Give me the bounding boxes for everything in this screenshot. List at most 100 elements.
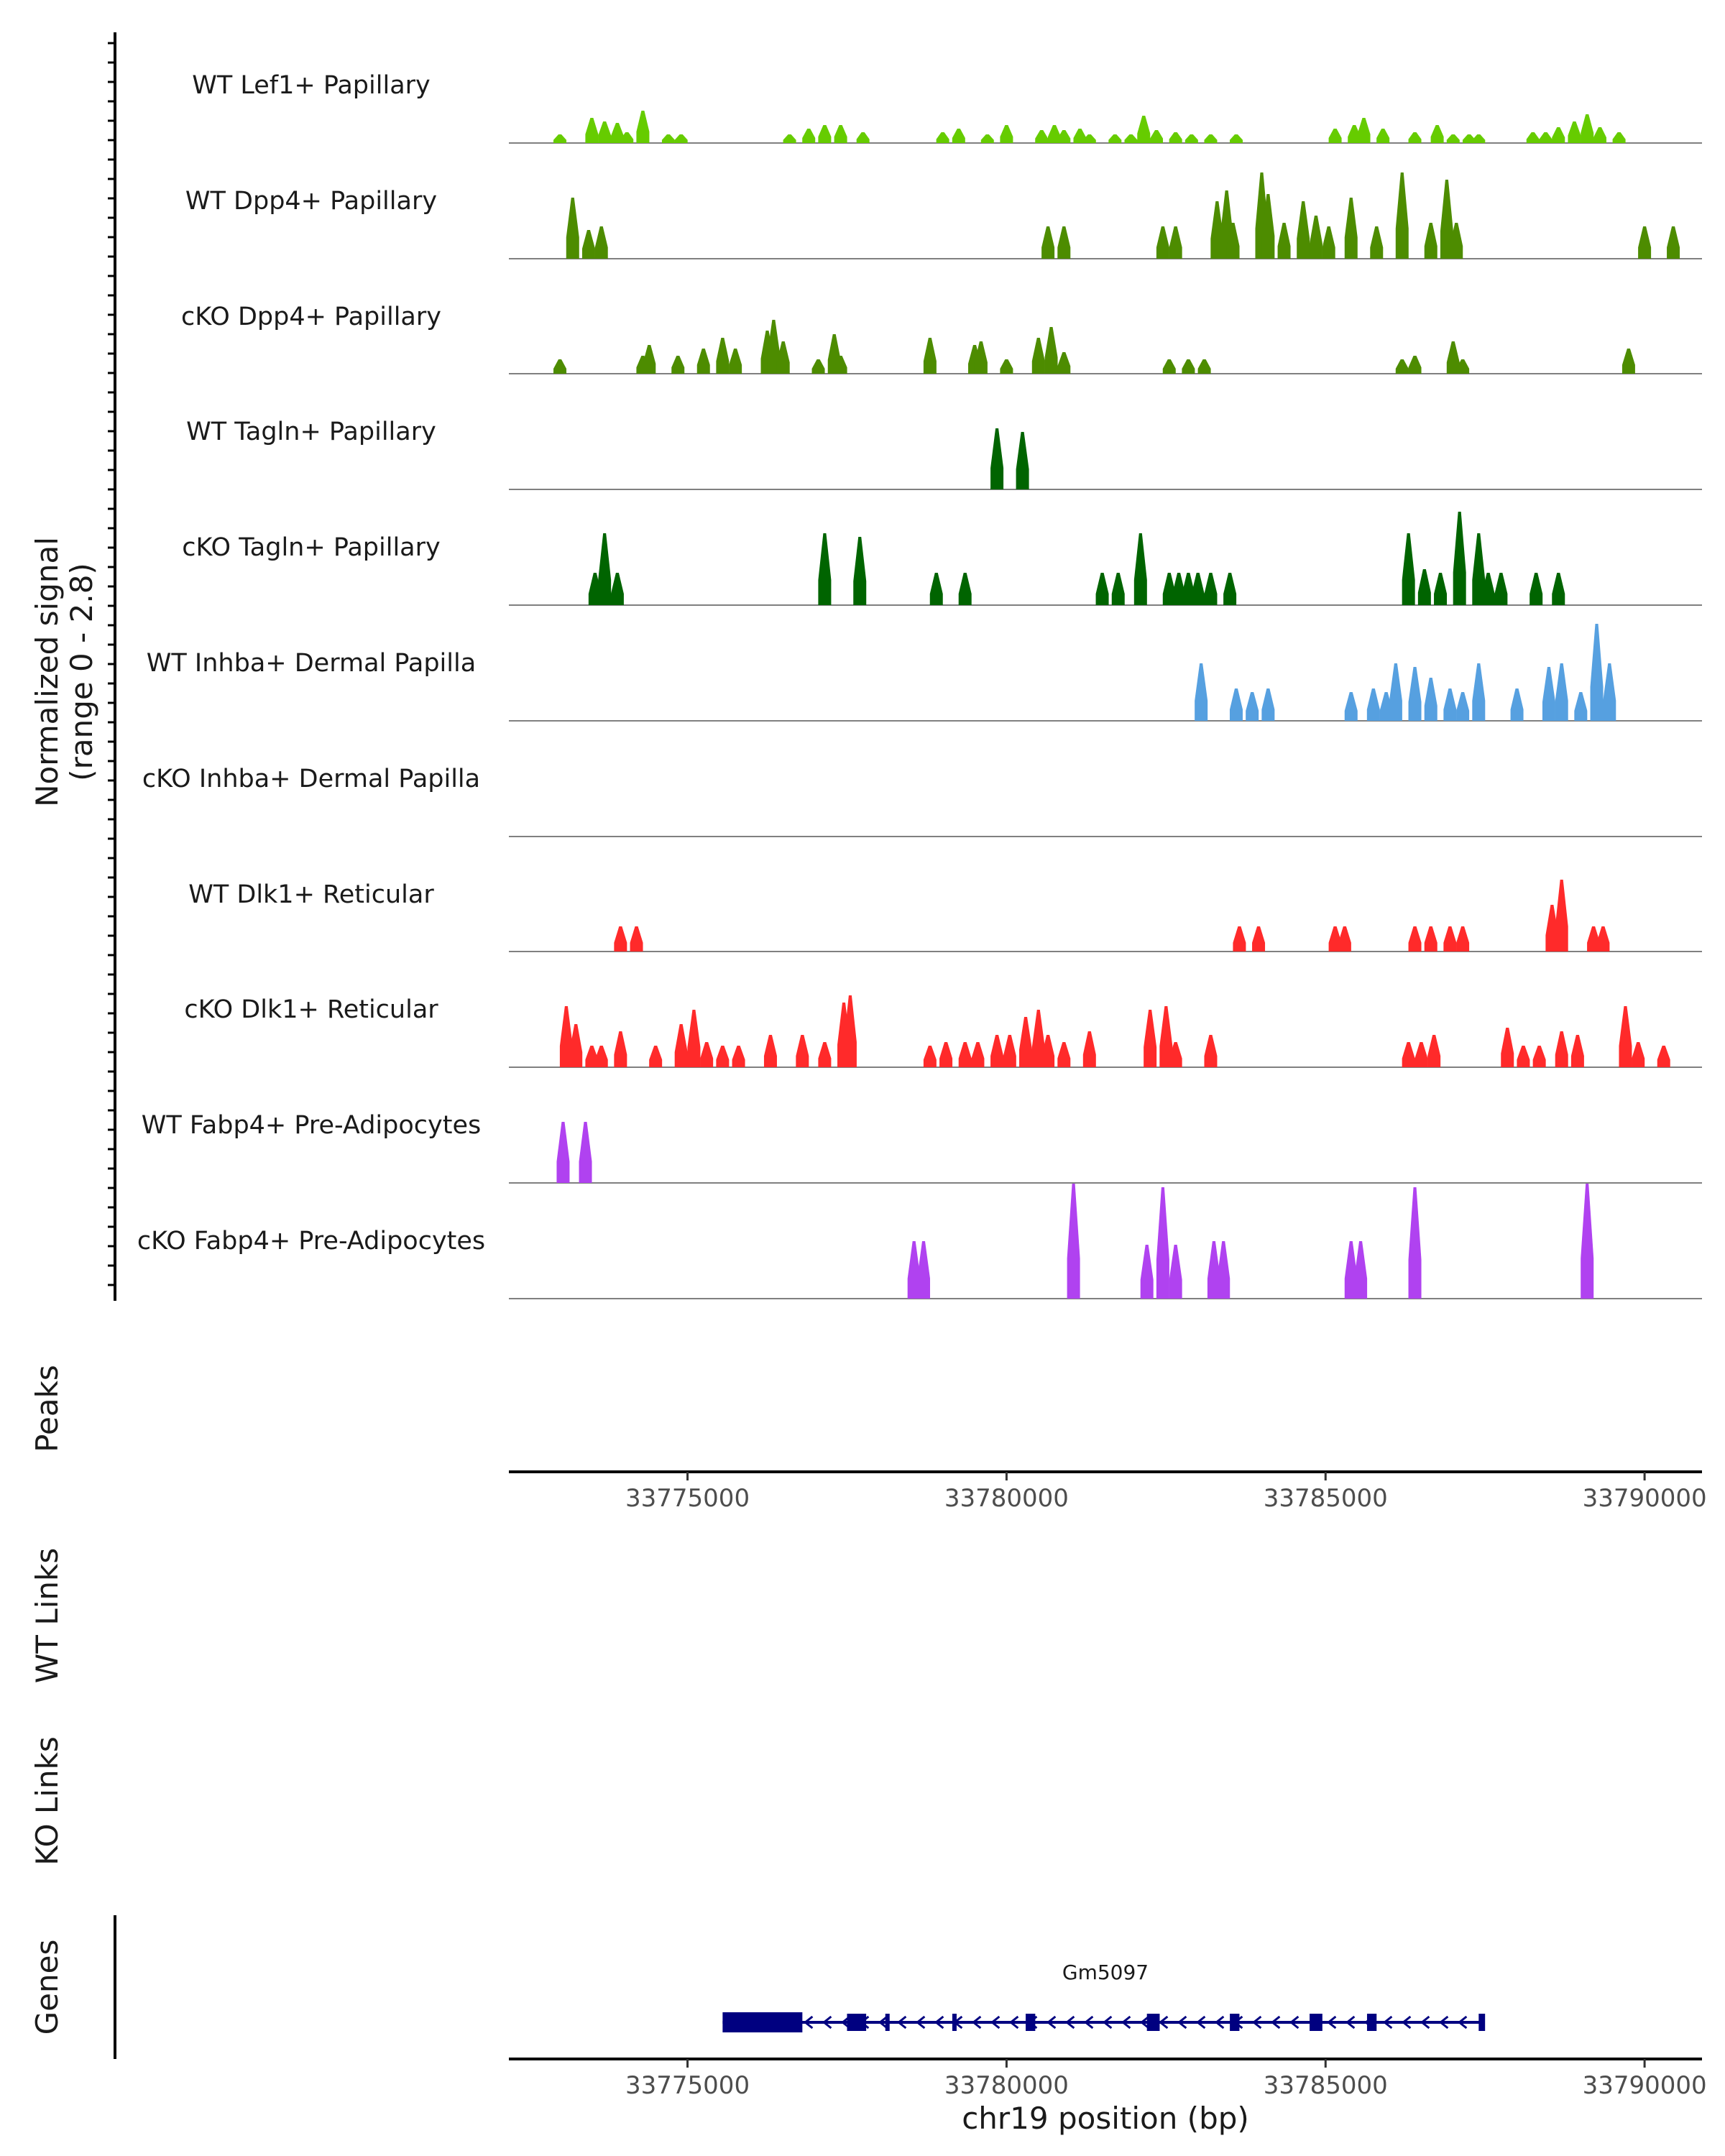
coverage-peak — [1593, 127, 1606, 143]
coverage-peak — [1408, 926, 1422, 952]
coverage-peak — [1344, 692, 1358, 721]
coverage-peak — [1133, 533, 1147, 605]
gene-exon — [1366, 2014, 1377, 2031]
track-cko-fabp4-pre-adipocytes: cKO Fabp4+ Pre-Adipocytes — [137, 1184, 1702, 1299]
coverage-peak — [1044, 327, 1058, 374]
coverage-peak — [1140, 1245, 1154, 1299]
track-label: WT Fabp4+ Pre-Adipocytes — [142, 1111, 481, 1140]
coverage-peak — [1108, 134, 1122, 143]
strand-arrow — [971, 2015, 982, 2030]
track-cko-tagln-papillary: cKO Tagln+ Papillary — [182, 512, 1702, 606]
coverage-peak — [1031, 1010, 1045, 1067]
coverage-peak — [818, 125, 832, 143]
coverage-peak — [1357, 118, 1371, 143]
strand-arrow — [1102, 2015, 1113, 2030]
coverage-peak — [1204, 573, 1218, 605]
gene-exon — [1478, 2014, 1486, 2031]
peaks-x-axis: 33775000 33780000 33785000 33790000 — [509, 1470, 1707, 1513]
coverage-peak — [1472, 663, 1486, 721]
track-label: WT Dlk1+ Reticular — [188, 880, 434, 909]
coverage-peak — [1354, 1241, 1368, 1299]
coverage-peak — [1555, 1031, 1568, 1067]
signal-axis-subtitle: (range 0 - 2.8) — [64, 563, 99, 781]
coverage-peak — [1322, 226, 1335, 259]
coverage-peak — [1366, 688, 1380, 721]
coverage-peak — [834, 125, 847, 143]
coverage-peak — [1376, 129, 1390, 143]
coverage-peak — [802, 129, 816, 143]
coverage-peak — [1603, 663, 1616, 721]
coverage-peak — [1246, 692, 1259, 721]
strand-arrow — [934, 2015, 944, 2030]
peaks-x-ticks: 33775000 33780000 33785000 33790000 — [625, 1472, 1707, 1513]
coverage-peak — [1057, 226, 1071, 259]
x-tick-label: 33790000 — [1583, 1484, 1707, 1513]
coverage-peak — [594, 1046, 608, 1067]
track-label: WT Inhba+ Dermal Papilla — [147, 649, 476, 678]
coverage-peak — [1568, 121, 1581, 143]
strand-arrow — [1438, 2015, 1449, 2030]
x-tick-label: 33775000 — [625, 2071, 750, 2100]
coverage-peak — [1184, 134, 1198, 143]
coverage-peak — [1169, 1042, 1182, 1067]
coverage-peak — [1542, 667, 1555, 721]
coverage-peak — [853, 537, 867, 605]
strand-arrow — [1251, 2015, 1262, 2030]
coverage-peak — [1095, 573, 1109, 605]
coverage-peak — [929, 573, 943, 605]
coverage-peak — [1261, 688, 1275, 721]
coverage-peak — [620, 132, 634, 143]
strand-arrow — [1401, 2015, 1412, 2030]
coverage-peak — [1073, 129, 1087, 143]
coverage-peak — [1424, 926, 1438, 952]
strand-arrow — [878, 2015, 888, 2030]
coverage-peak — [1456, 359, 1470, 374]
coverage-peak — [1169, 132, 1182, 143]
track-wt-dlk1-reticular: WT Dlk1+ Reticular — [188, 880, 1702, 952]
coverage-peak — [1532, 1046, 1546, 1067]
coverage-peak — [1590, 624, 1604, 721]
wt-links-track-label: WT Links — [29, 1548, 65, 1683]
coverage-peak — [971, 1042, 985, 1067]
coverage-peak — [569, 1024, 583, 1067]
strand-arrow — [822, 2015, 832, 2030]
coverage-peak — [1612, 132, 1626, 143]
coverage-peak — [1667, 226, 1680, 259]
coverage-peak — [1261, 194, 1275, 259]
genes-x-ticks: 33775000 33780000 33785000 33790000 — [625, 2059, 1707, 2100]
coverage-peak — [796, 1035, 809, 1067]
coverage-peak — [1162, 359, 1176, 374]
coverage-peak — [1510, 688, 1524, 721]
coverage-peak — [556, 1122, 570, 1183]
coverage-peak — [1446, 134, 1460, 143]
track-label: cKO Inhba+ Dermal Papilla — [142, 765, 480, 793]
coverage-peak — [1552, 573, 1565, 605]
coverage-peak — [974, 341, 988, 374]
x-tick-label: 33780000 — [944, 1484, 1069, 1513]
coverage-peak — [990, 428, 1004, 489]
coverage-peak — [1000, 125, 1013, 143]
coverage-peak — [661, 134, 675, 143]
coverage-tracks: WT Lef1+ Papillary WT Dpp4+ Papillary cKO … — [137, 71, 1702, 1299]
coverage-peak — [980, 134, 994, 143]
track-label: cKO Tagln+ Papillary — [182, 533, 441, 562]
coverage-peak — [1156, 1187, 1169, 1299]
coverage-peak — [566, 198, 579, 259]
coverage-peak — [1408, 1187, 1422, 1299]
coverage-peak — [716, 1046, 730, 1067]
coverage-peak — [1570, 1035, 1584, 1067]
track-label: cKO Fabp4+ Pre-Adipocytes — [137, 1227, 485, 1256]
coverage-peak — [1581, 1184, 1594, 1299]
coverage-peak — [1035, 130, 1049, 143]
track-cko-dpp4-papillary: cKO Dpp4+ Papillary — [181, 303, 1702, 374]
coverage-peak — [1539, 132, 1552, 143]
strand-arrow — [1382, 2015, 1393, 2030]
coverage-peak — [1408, 667, 1422, 721]
strand-arrow — [1064, 2015, 1075, 2030]
coverage-peak — [649, 1046, 663, 1067]
coverage-peak — [1057, 130, 1071, 143]
coverage-peak — [958, 573, 972, 605]
coverage-peak — [1389, 663, 1402, 721]
strand-arrow — [1345, 2015, 1356, 2030]
